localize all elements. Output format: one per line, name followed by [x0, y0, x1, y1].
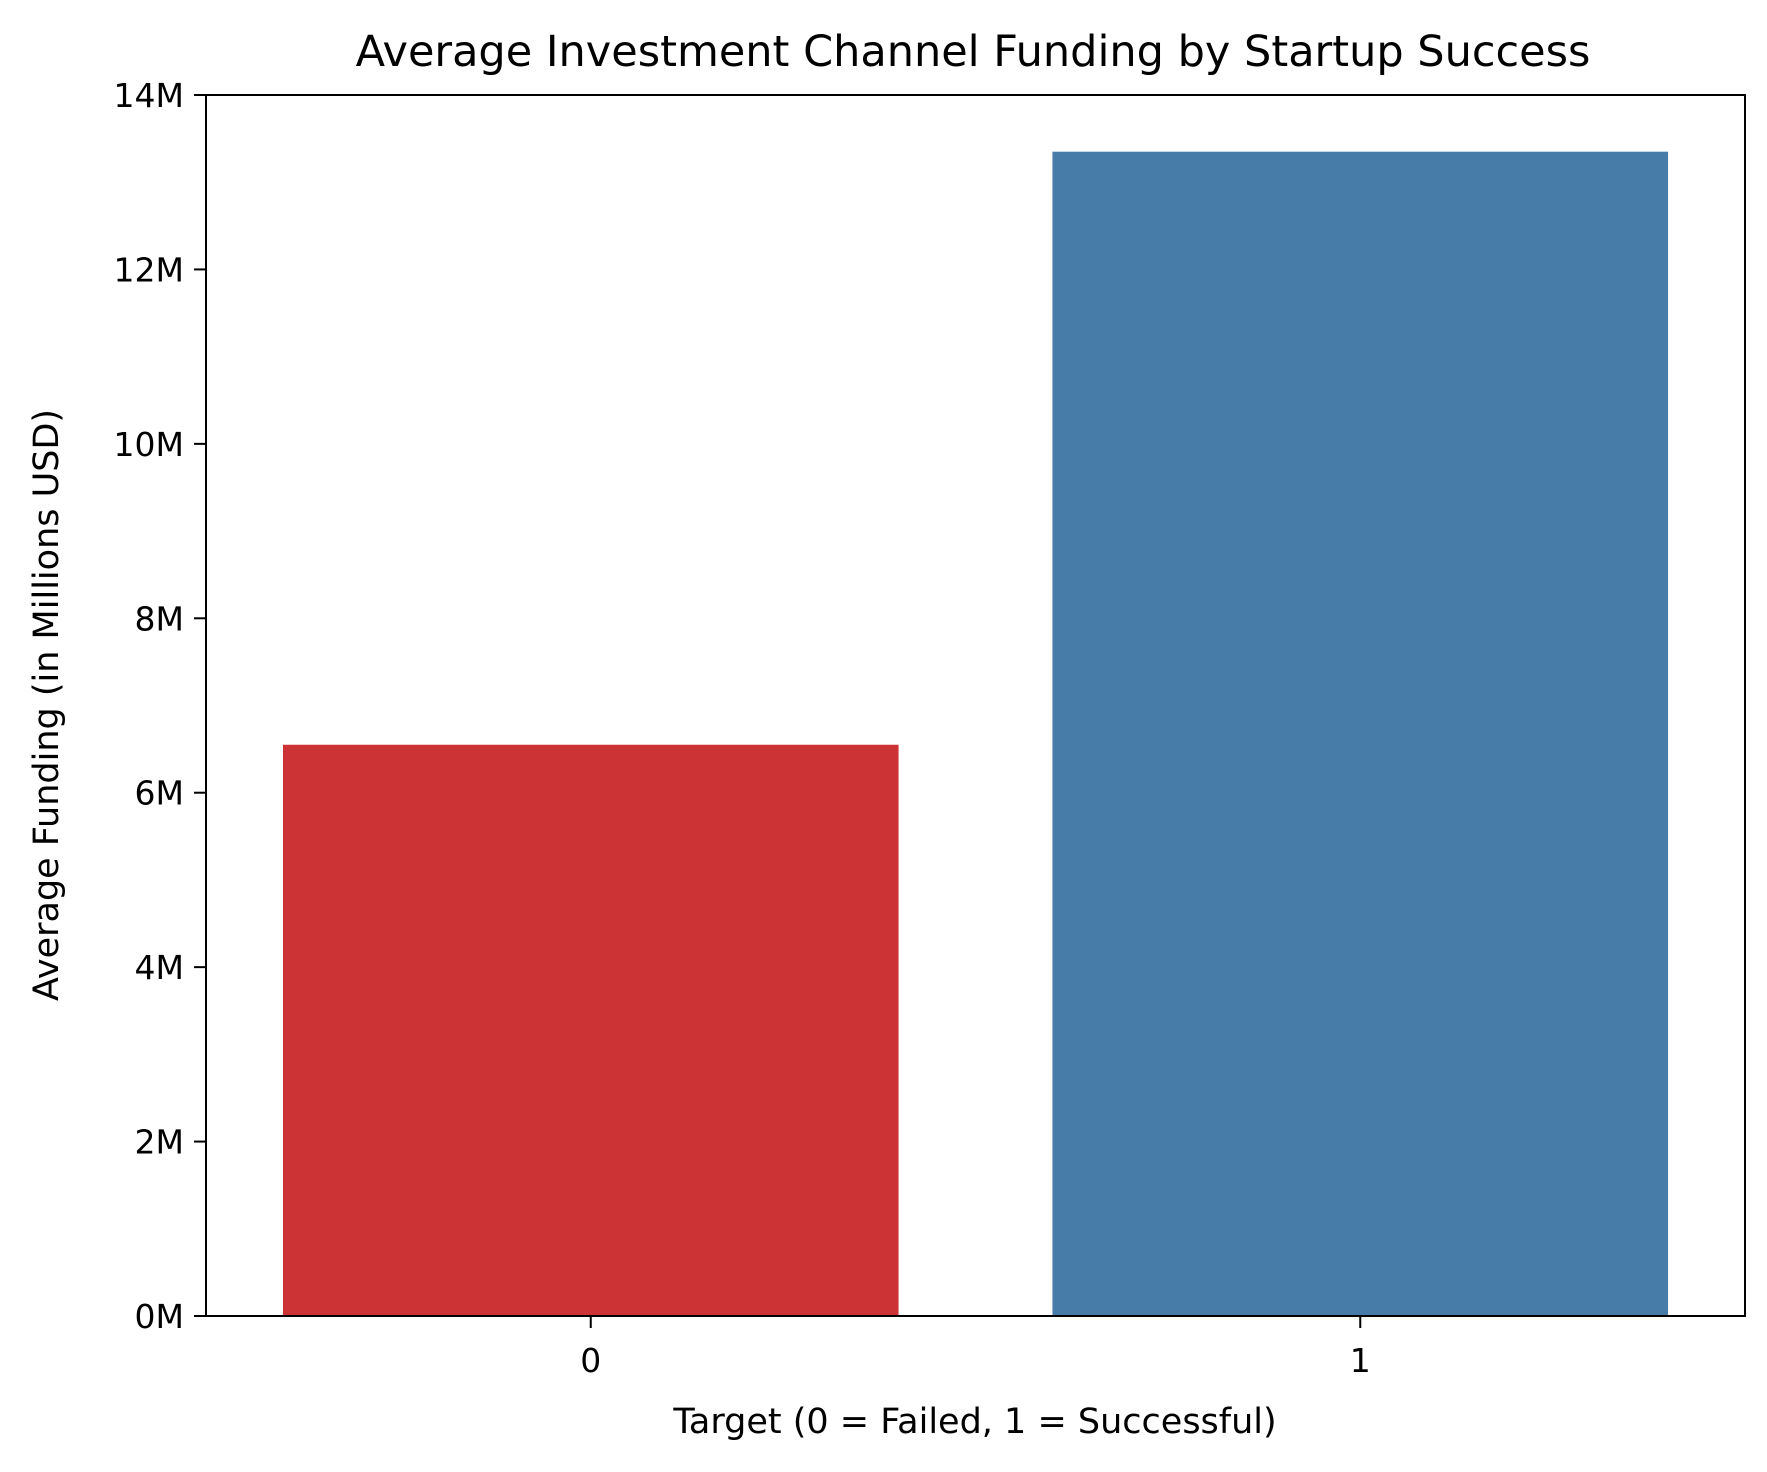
x-tick-label: 1 [1350, 1341, 1371, 1380]
bars-layer [282, 151, 1669, 1317]
y-tick-label: 14M [114, 76, 184, 115]
y-axis-label: Average Funding (in Millions USD) [27, 409, 67, 1001]
bar-0 [282, 744, 899, 1316]
y-tick-label: 12M [114, 250, 184, 289]
y-tick-label: 10M [114, 425, 184, 464]
bar-1 [1052, 151, 1669, 1317]
y-tick-label: 8M [135, 599, 184, 638]
chart-title: Average Investment Channel Funding by St… [356, 27, 1591, 77]
y-tick-label: 6M [135, 774, 184, 813]
y-tick-label: 2M [135, 1123, 184, 1162]
y-tick-label: 0M [135, 1297, 184, 1336]
plot-frame [205, 94, 1746, 1317]
y-axis-ticks: 0M 2M 4M 6M 8M 10M 12M 14M [114, 76, 206, 1336]
y-tick-label: 4M [135, 948, 184, 987]
x-tick-label: 0 [580, 1341, 601, 1380]
x-axis-label: Target (0 = Failed, 1 = Successful) [672, 1402, 1276, 1442]
